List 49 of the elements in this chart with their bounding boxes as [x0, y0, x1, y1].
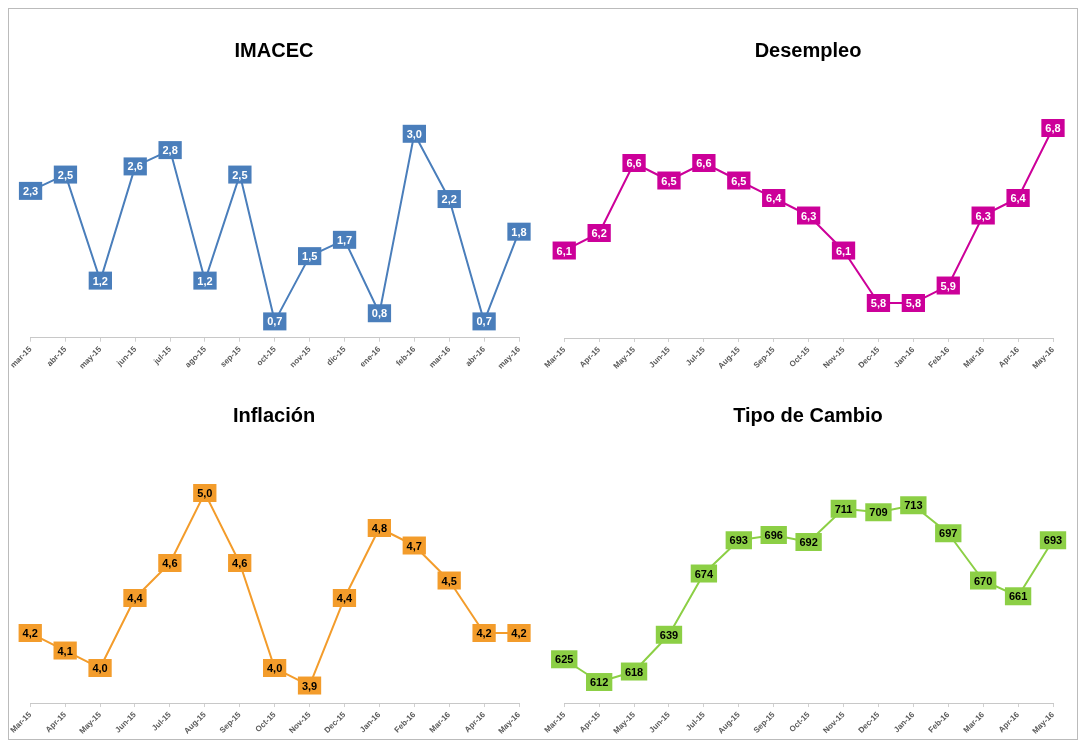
- data-label: 6,1: [835, 244, 852, 257]
- data-label: 4,2: [476, 627, 492, 640]
- data-label: 6,5: [731, 174, 747, 187]
- data-label: 1,2: [197, 274, 213, 287]
- data-label: 1,8: [511, 225, 527, 238]
- data-label: 4,1: [57, 644, 73, 657]
- data-label: 2,6: [127, 160, 143, 173]
- data-label: 4,6: [162, 557, 178, 570]
- data-label: 6,1: [556, 244, 572, 257]
- chart-title: IMACEC: [234, 38, 314, 61]
- data-label: 4,2: [511, 627, 527, 640]
- data-label: 2,5: [232, 168, 248, 181]
- data-label: 1,5: [302, 250, 318, 263]
- data-label: 5,0: [197, 487, 213, 500]
- data-label: 6,5: [661, 174, 677, 187]
- data-label: 6,6: [626, 157, 642, 170]
- data-label: 4,8: [371, 522, 387, 535]
- chart-title: Inflación: [232, 403, 316, 426]
- data-label: 6,4: [766, 192, 783, 205]
- data-label: 4,0: [266, 662, 283, 675]
- chart-title: Desempleo: [754, 38, 862, 61]
- data-label: 4,2: [22, 627, 38, 640]
- data-label: 2,5: [57, 168, 74, 181]
- data-label: 2,8: [162, 144, 178, 157]
- data-label: 4,4: [127, 592, 144, 605]
- data-label: 1,7: [336, 233, 353, 246]
- data-label: 5,8: [870, 297, 887, 310]
- data-label: 5,8: [905, 297, 921, 310]
- data-label: 3,9: [301, 679, 318, 692]
- data-label: 6,2: [591, 227, 607, 240]
- data-label: 2,3: [22, 184, 39, 197]
- data-label: 6,6: [696, 157, 712, 170]
- data-label: 6,4: [1010, 192, 1027, 205]
- data-label: 2,2: [441, 193, 457, 206]
- chart-title: Tipo de Cambio: [733, 403, 883, 426]
- data-label: 4,7: [406, 539, 422, 552]
- data-label: 1,2: [92, 274, 108, 287]
- data-label: 6,8: [1045, 122, 1061, 135]
- data-label: 4,5: [441, 574, 457, 587]
- data-label: 4,0: [92, 662, 108, 675]
- data-label: 5,9: [940, 279, 956, 292]
- data-label: 4,6: [232, 557, 248, 570]
- data-label: 6,3: [800, 209, 817, 222]
- data-label: 3,0: [406, 127, 422, 140]
- data-label: 0,8: [371, 307, 388, 320]
- data-label: 6,3: [975, 209, 991, 222]
- data-label: 0,7: [267, 315, 283, 328]
- data-label: 4,4: [336, 592, 353, 605]
- data-label: 0,7: [476, 315, 492, 328]
